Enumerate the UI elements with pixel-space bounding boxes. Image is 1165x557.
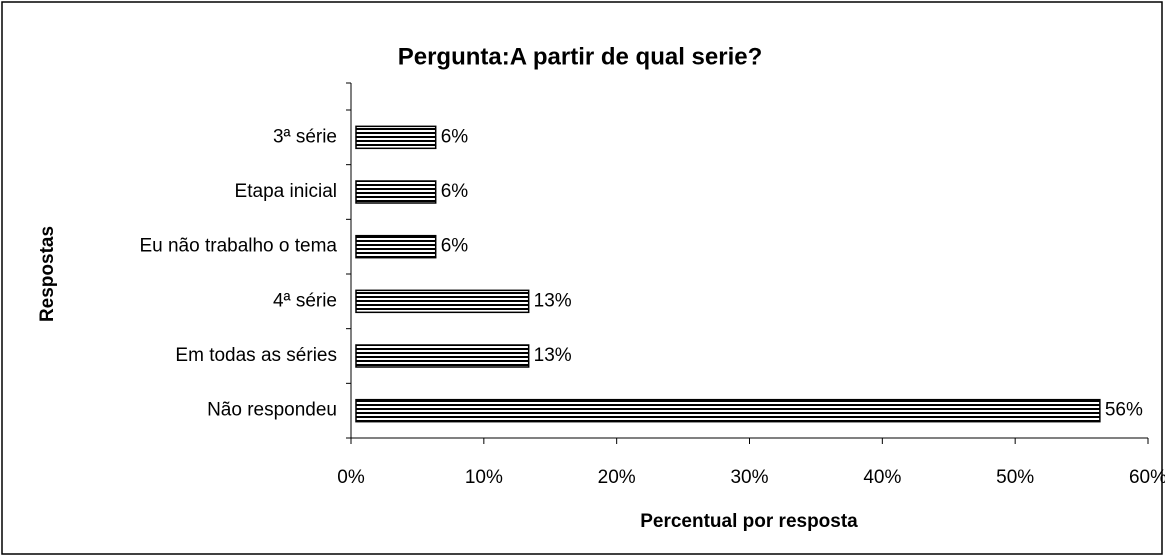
y-tick-label: Não respondeu bbox=[207, 400, 337, 421]
x-tick-label: 10% bbox=[465, 467, 503, 488]
bar bbox=[355, 344, 530, 368]
y-tick-label: Em todas as séries bbox=[175, 345, 337, 366]
value-label: 56% bbox=[1105, 400, 1143, 421]
value-label: 13% bbox=[534, 290, 572, 311]
x-tick-label: 30% bbox=[730, 467, 768, 488]
x-axis-title: Percentual por resposta bbox=[640, 511, 858, 532]
y-tick-label: 4ª série bbox=[273, 290, 337, 311]
x-tick-label: 0% bbox=[337, 467, 365, 488]
bar bbox=[355, 398, 1101, 423]
bar bbox=[355, 234, 437, 259]
x-tick-label: 20% bbox=[598, 467, 636, 488]
bar bbox=[355, 125, 437, 150]
x-tick-label: 50% bbox=[996, 467, 1034, 488]
x-tick-label: 40% bbox=[863, 467, 901, 488]
value-label: 6% bbox=[441, 236, 469, 257]
y-tick-label: 3ª série bbox=[273, 126, 337, 147]
value-label: 6% bbox=[441, 181, 469, 202]
value-label: 13% bbox=[534, 345, 572, 366]
y-tick-label: Etapa inicial bbox=[235, 181, 337, 202]
bar bbox=[355, 289, 530, 314]
x-tick-label: 60% bbox=[1129, 467, 1165, 488]
y-axis-title: Respostas bbox=[37, 226, 58, 322]
bar bbox=[355, 180, 437, 204]
value-label: 6% bbox=[441, 126, 469, 147]
chart-title: Pergunta:A partir de qual serie? bbox=[398, 43, 763, 70]
y-tick-label: Eu não trabalho o tema bbox=[139, 236, 337, 257]
